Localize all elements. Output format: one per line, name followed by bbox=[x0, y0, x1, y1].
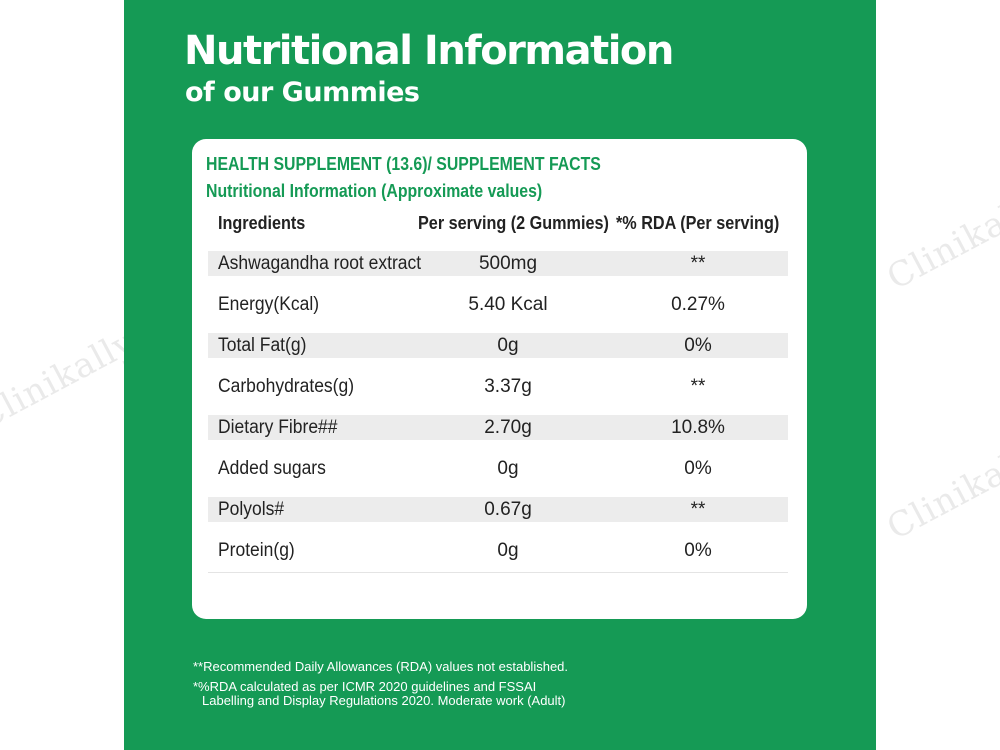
table-row: Dietary Fibre## 2.70g 10.8% bbox=[208, 415, 788, 440]
per-serving-value: 0g bbox=[497, 458, 519, 479]
rda-value: ** bbox=[690, 376, 706, 397]
page-title: Nutritional Information bbox=[184, 28, 674, 74]
ingredient-name: Energy(Kcal) bbox=[218, 294, 320, 315]
rda-value: ** bbox=[690, 499, 706, 520]
rda-value: 0% bbox=[684, 335, 712, 356]
table-row: Carbohydrates(g) 3.37g ** bbox=[208, 374, 788, 399]
per-serving-value: 5.40 Kcal bbox=[468, 294, 548, 315]
table-row: Polyols# 0.67g ** bbox=[208, 497, 788, 522]
watermark-right: Clinikally bbox=[880, 181, 1000, 299]
column-header-ingredients: Ingredients bbox=[218, 213, 306, 233]
footnote-rda-calculation: *%RDA calculated as per ICMR 2020 guidel… bbox=[193, 679, 537, 694]
ingredient-name: Added sugars bbox=[218, 458, 326, 479]
page-subtitle: of our Gummies bbox=[185, 77, 420, 108]
rda-value: ** bbox=[690, 253, 706, 274]
ingredient-name: Dietary Fibre## bbox=[218, 417, 338, 438]
ingredient-name: Protein(g) bbox=[218, 540, 295, 561]
footnote-regulations: Labelling and Display Regulations 2020. … bbox=[202, 693, 566, 708]
column-header-per-serving: Per serving (2 Gummies) bbox=[418, 213, 609, 233]
nutrition-card: HEALTH SUPPLEMENT (13.6)/ SUPPLEMENT FAC… bbox=[192, 139, 807, 619]
nutritional-info-heading: Nutritional Information (Approximate val… bbox=[206, 181, 543, 201]
ingredient-name: Ashwagandha root extract bbox=[218, 253, 422, 274]
table-row: Protein(g) 0g 0% bbox=[208, 538, 788, 563]
table-divider bbox=[208, 572, 788, 573]
per-serving-value: 0.67g bbox=[484, 499, 532, 520]
rda-value: 10.8% bbox=[671, 417, 725, 438]
ingredient-name: Total Fat(g) bbox=[218, 335, 307, 356]
per-serving-value: 0g bbox=[497, 540, 519, 561]
supplement-facts-heading: HEALTH SUPPLEMENT (13.6)/ SUPPLEMENT FAC… bbox=[206, 154, 601, 174]
footnote-rda-not-established: **Recommended Daily Allowances (RDA) val… bbox=[193, 659, 569, 674]
ingredient-name: Polyols# bbox=[218, 499, 285, 520]
per-serving-value: 3.37g bbox=[484, 376, 532, 397]
table-row: Ashwagandha root extract 500mg ** bbox=[208, 251, 788, 276]
rda-value: 0% bbox=[684, 458, 712, 479]
per-serving-value: 2.70g bbox=[484, 417, 532, 438]
table-row: Added sugars 0g 0% bbox=[208, 456, 788, 481]
per-serving-value: 0g bbox=[497, 335, 519, 356]
rda-value: 0.27% bbox=[671, 294, 725, 315]
table-row: Energy(Kcal) 5.40 Kcal 0.27% bbox=[208, 292, 788, 317]
column-header-rda: *% RDA (Per serving) bbox=[616, 213, 780, 233]
ingredient-name: Carbohydrates(g) bbox=[218, 376, 355, 397]
rda-value: 0% bbox=[684, 540, 712, 561]
watermark-left: Clinikally bbox=[0, 321, 142, 439]
per-serving-value: 500mg bbox=[478, 253, 538, 274]
watermark-right-lower: Clinikally bbox=[880, 431, 1000, 549]
table-row: Total Fat(g) 0g 0% bbox=[208, 333, 788, 358]
